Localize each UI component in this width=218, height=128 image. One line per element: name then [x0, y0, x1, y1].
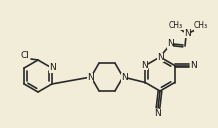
Text: N: N [184, 29, 190, 38]
Text: CH₃: CH₃ [169, 20, 183, 29]
Text: N: N [167, 40, 173, 49]
Text: N: N [190, 61, 197, 70]
Text: N: N [154, 109, 160, 118]
Text: Cl: Cl [20, 51, 29, 61]
Text: CH₃: CH₃ [194, 22, 208, 30]
Text: N: N [157, 52, 164, 61]
Text: N: N [121, 72, 127, 82]
Text: N: N [87, 72, 93, 82]
Text: N: N [141, 61, 148, 70]
Text: N: N [49, 63, 56, 72]
